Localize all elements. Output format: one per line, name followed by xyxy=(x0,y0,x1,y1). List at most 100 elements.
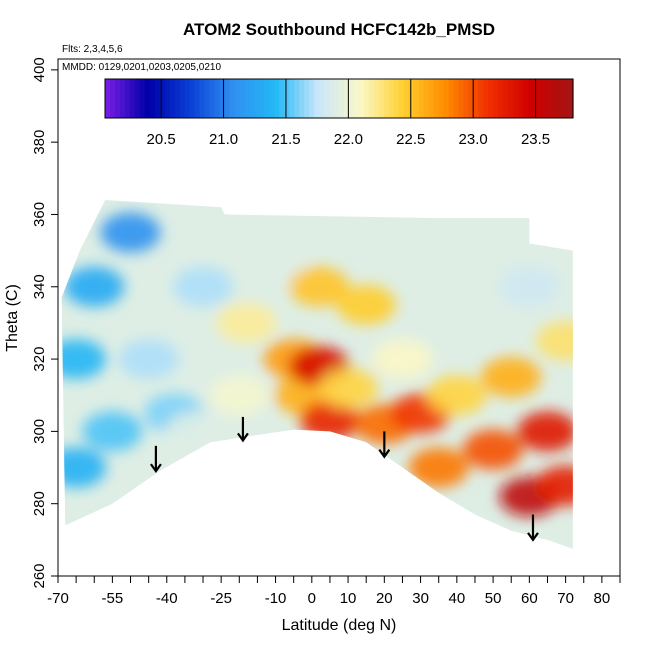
colorbar-segment xyxy=(478,79,484,118)
colorbar-segment xyxy=(353,79,360,118)
y-axis-label: Theta (C) xyxy=(4,284,21,352)
field-cell xyxy=(82,411,143,452)
x-tick-label: -55 xyxy=(102,590,124,607)
colorbar-segment xyxy=(488,79,494,118)
colorbar-segment xyxy=(393,79,400,118)
colorbar-segment xyxy=(109,79,116,118)
colorbar-segment xyxy=(324,79,330,118)
colorbar-segment xyxy=(214,79,221,118)
colorbar-segment xyxy=(159,79,166,118)
colorbar-segment xyxy=(244,79,250,118)
colorbar-segment xyxy=(224,79,231,118)
colorbar-tick-label: 22.5 xyxy=(396,131,425,148)
colorbar-segment xyxy=(468,79,475,118)
field-cell xyxy=(517,411,573,452)
colorbar-segment xyxy=(274,79,280,118)
arrow-head xyxy=(237,432,249,443)
arrow-markers xyxy=(150,416,539,542)
colorbar-segment xyxy=(498,79,504,118)
flights-note: Flts: 2,3,4,5,6 xyxy=(62,44,123,55)
colorbar-segment xyxy=(144,79,151,118)
colorbar-segment xyxy=(453,79,460,118)
y-tick-label: 280 xyxy=(31,491,48,516)
colorbar-segment xyxy=(169,79,176,118)
field-cell xyxy=(372,339,433,380)
field-cell xyxy=(245,248,306,289)
colorbar-segment xyxy=(229,79,236,118)
colorbar-segment xyxy=(348,79,355,118)
colorbar-segment xyxy=(568,79,574,118)
colorbar-segment xyxy=(403,79,410,118)
field-cell xyxy=(426,375,487,416)
x-tick-label: -10 xyxy=(265,590,287,607)
field-cell xyxy=(100,212,161,253)
field-cell xyxy=(535,321,573,361)
colorbar-segment xyxy=(174,79,181,118)
colorbar-segment xyxy=(448,79,455,118)
y-tick-label: 360 xyxy=(31,202,48,227)
colorbar-tick-label: 20.5 xyxy=(147,131,176,148)
field-cell xyxy=(61,339,107,380)
colorbar-segment xyxy=(179,79,186,118)
colorbar-segment xyxy=(553,79,559,118)
y-tick-label: 400 xyxy=(31,57,48,82)
colorbar-segment xyxy=(528,79,534,118)
colorbar-segment xyxy=(309,79,315,118)
colorbar-segment xyxy=(423,79,430,118)
colorbar-segment xyxy=(413,79,420,118)
colorbar-segment xyxy=(483,79,489,118)
colorbar-segment xyxy=(279,79,285,118)
field-blobs xyxy=(61,212,573,517)
y-axis: 260 280 300 320 340 360 380 400 xyxy=(31,57,58,589)
colorbar-segment xyxy=(149,79,156,118)
colorbar-segment xyxy=(234,79,241,118)
colorbar-segment xyxy=(199,79,206,118)
x-tick-label: 70 xyxy=(557,590,574,607)
colorbar-tick-label: 23.5 xyxy=(521,131,550,148)
colorbar-tick-label: 23.0 xyxy=(459,131,488,148)
colorbar-segment xyxy=(418,79,425,118)
colorbar-segment xyxy=(508,79,514,118)
colorbar-segment xyxy=(129,79,136,118)
colorbar-segment xyxy=(124,79,131,118)
x-axis: -70 -55 -40 -25 -10 0 10 20 30 40 50 60 70 80 xyxy=(47,575,621,607)
colorbar-segment xyxy=(518,79,524,118)
colorbar-segment xyxy=(239,79,246,118)
colorbar-tick-label: 21.5 xyxy=(271,131,300,148)
colorbar-segment xyxy=(184,79,191,118)
field-cell xyxy=(318,368,379,408)
colorbar-segment xyxy=(289,79,295,118)
colorbar-segment xyxy=(105,79,111,118)
colorbar-segment xyxy=(438,79,445,118)
field-cell xyxy=(216,302,277,343)
colorbar-segment xyxy=(189,79,196,118)
colorbar-tick-label: 22.0 xyxy=(334,131,363,148)
field-cell xyxy=(299,400,360,441)
colorbar-segment xyxy=(458,79,465,118)
x-tick-label: 10 xyxy=(340,590,357,607)
colorbar-segment xyxy=(428,79,435,118)
field-cell xyxy=(408,447,469,488)
field-cell xyxy=(444,302,505,343)
colorbar-segment xyxy=(294,79,300,118)
x-tick-label: 80 xyxy=(594,590,611,607)
y-tick-label: 340 xyxy=(31,274,48,299)
x-tick-label: 40 xyxy=(448,590,465,607)
x-tick-label: -25 xyxy=(210,590,232,607)
field-cell xyxy=(209,375,270,416)
colorbar-segment xyxy=(473,79,480,118)
colorbar-segment xyxy=(433,79,440,118)
colorbar-segment xyxy=(388,79,395,118)
colorbar-segment xyxy=(513,79,519,118)
x-tick-label: 20 xyxy=(376,590,393,607)
colorbar-segment xyxy=(134,79,141,118)
colorbar-segment xyxy=(139,79,146,118)
colorbar: 20.5 21.0 21.5 22.0 22.5 23.0 23.5 xyxy=(104,78,574,148)
colorbar-frame xyxy=(104,78,574,119)
colorbar-segment xyxy=(558,79,564,118)
x-axis-label: Latitude (deg N) xyxy=(282,617,397,634)
field-cell xyxy=(463,429,524,470)
colorbar-segment xyxy=(284,79,290,118)
colorbar-segment xyxy=(398,79,405,118)
